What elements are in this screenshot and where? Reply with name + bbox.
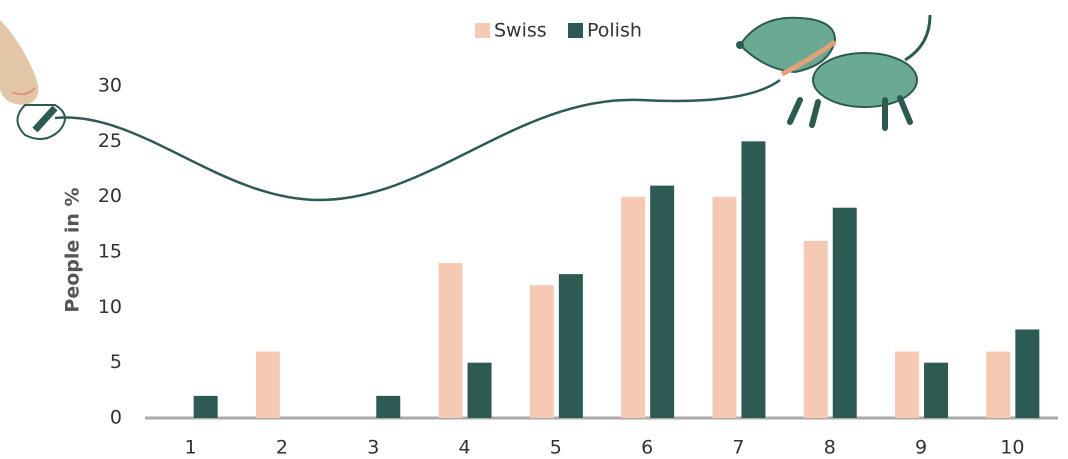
bar (558, 274, 583, 418)
legend-label: Swiss (494, 20, 547, 42)
x-tick-label: 9 (915, 437, 927, 459)
bar (803, 240, 828, 418)
bar (193, 395, 218, 418)
y-tick-label: 5 (110, 351, 122, 373)
bar (467, 362, 492, 418)
bar (621, 196, 646, 418)
x-tick-label: 4 (459, 437, 471, 459)
bar (255, 351, 280, 418)
y-tick-label: 15 (98, 241, 122, 263)
legend-swatch (568, 23, 583, 38)
x-tick-label: 5 (550, 437, 562, 459)
bar (529, 285, 554, 418)
bar (895, 351, 920, 418)
bar (832, 207, 857, 418)
legend-swatch (475, 23, 490, 38)
bar (438, 263, 463, 418)
bar (741, 141, 766, 419)
x-tick-label: 7 (732, 437, 744, 459)
bar (376, 395, 401, 418)
y-axis-label: People in % (62, 187, 84, 312)
bar (1015, 329, 1040, 418)
x-tick-label: 10 (1000, 437, 1024, 459)
bar (650, 185, 675, 418)
x-tick-label: 8 (824, 437, 836, 459)
decoration (0, 14, 932, 202)
y-tick-label: 30 (98, 75, 122, 97)
bar (924, 362, 949, 418)
x-tick-label: 1 (185, 437, 197, 459)
x-tick-label: 6 (641, 437, 653, 459)
x-tick-label: 3 (367, 437, 379, 459)
y-tick-label: 20 (98, 185, 122, 207)
y-tick-label: 10 (98, 296, 122, 318)
bar (712, 196, 737, 418)
legend-label: Polish (587, 20, 642, 42)
x-tick-label: 2 (276, 437, 288, 459)
bar (986, 351, 1011, 418)
y-tick-label: 0 (110, 407, 122, 429)
y-tick-label: 25 (98, 130, 122, 152)
